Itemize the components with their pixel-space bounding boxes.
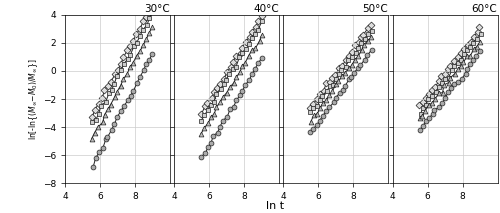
Text: 50°C: 50°C [362,4,388,14]
Text: 40°C: 40°C [254,4,279,14]
Text: ln t: ln t [266,201,284,211]
Y-axis label: ln[-ln{$(M_\infty$$-$$M_0)/M_\infty$}]: ln[-ln{$(M_\infty$$-$$M_0)/M_\infty$}] [27,58,40,140]
Text: 60°C: 60°C [472,4,498,14]
Text: 30°C: 30°C [144,4,170,14]
